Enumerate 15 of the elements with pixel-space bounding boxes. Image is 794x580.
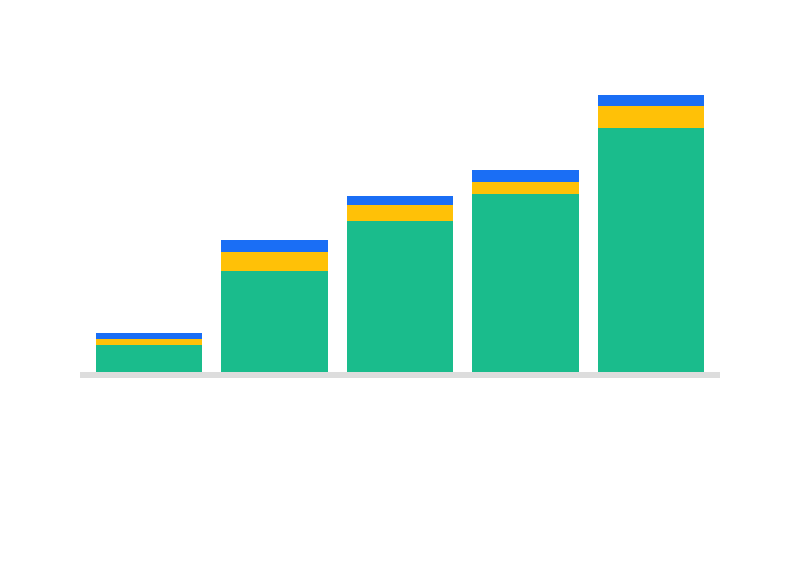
bar (95, 338, 203, 345)
bar (221, 239, 328, 252)
bar (346, 195, 454, 206)
bar (221, 271, 328, 372)
bar (472, 170, 579, 182)
bar (472, 193, 579, 372)
bar (346, 205, 454, 221)
bar (597, 94, 705, 107)
bar (95, 333, 203, 339)
bar (221, 251, 328, 272)
bar (597, 106, 705, 128)
bar (95, 344, 203, 372)
bar (346, 220, 454, 372)
bar (597, 127, 705, 372)
bar (472, 181, 579, 194)
